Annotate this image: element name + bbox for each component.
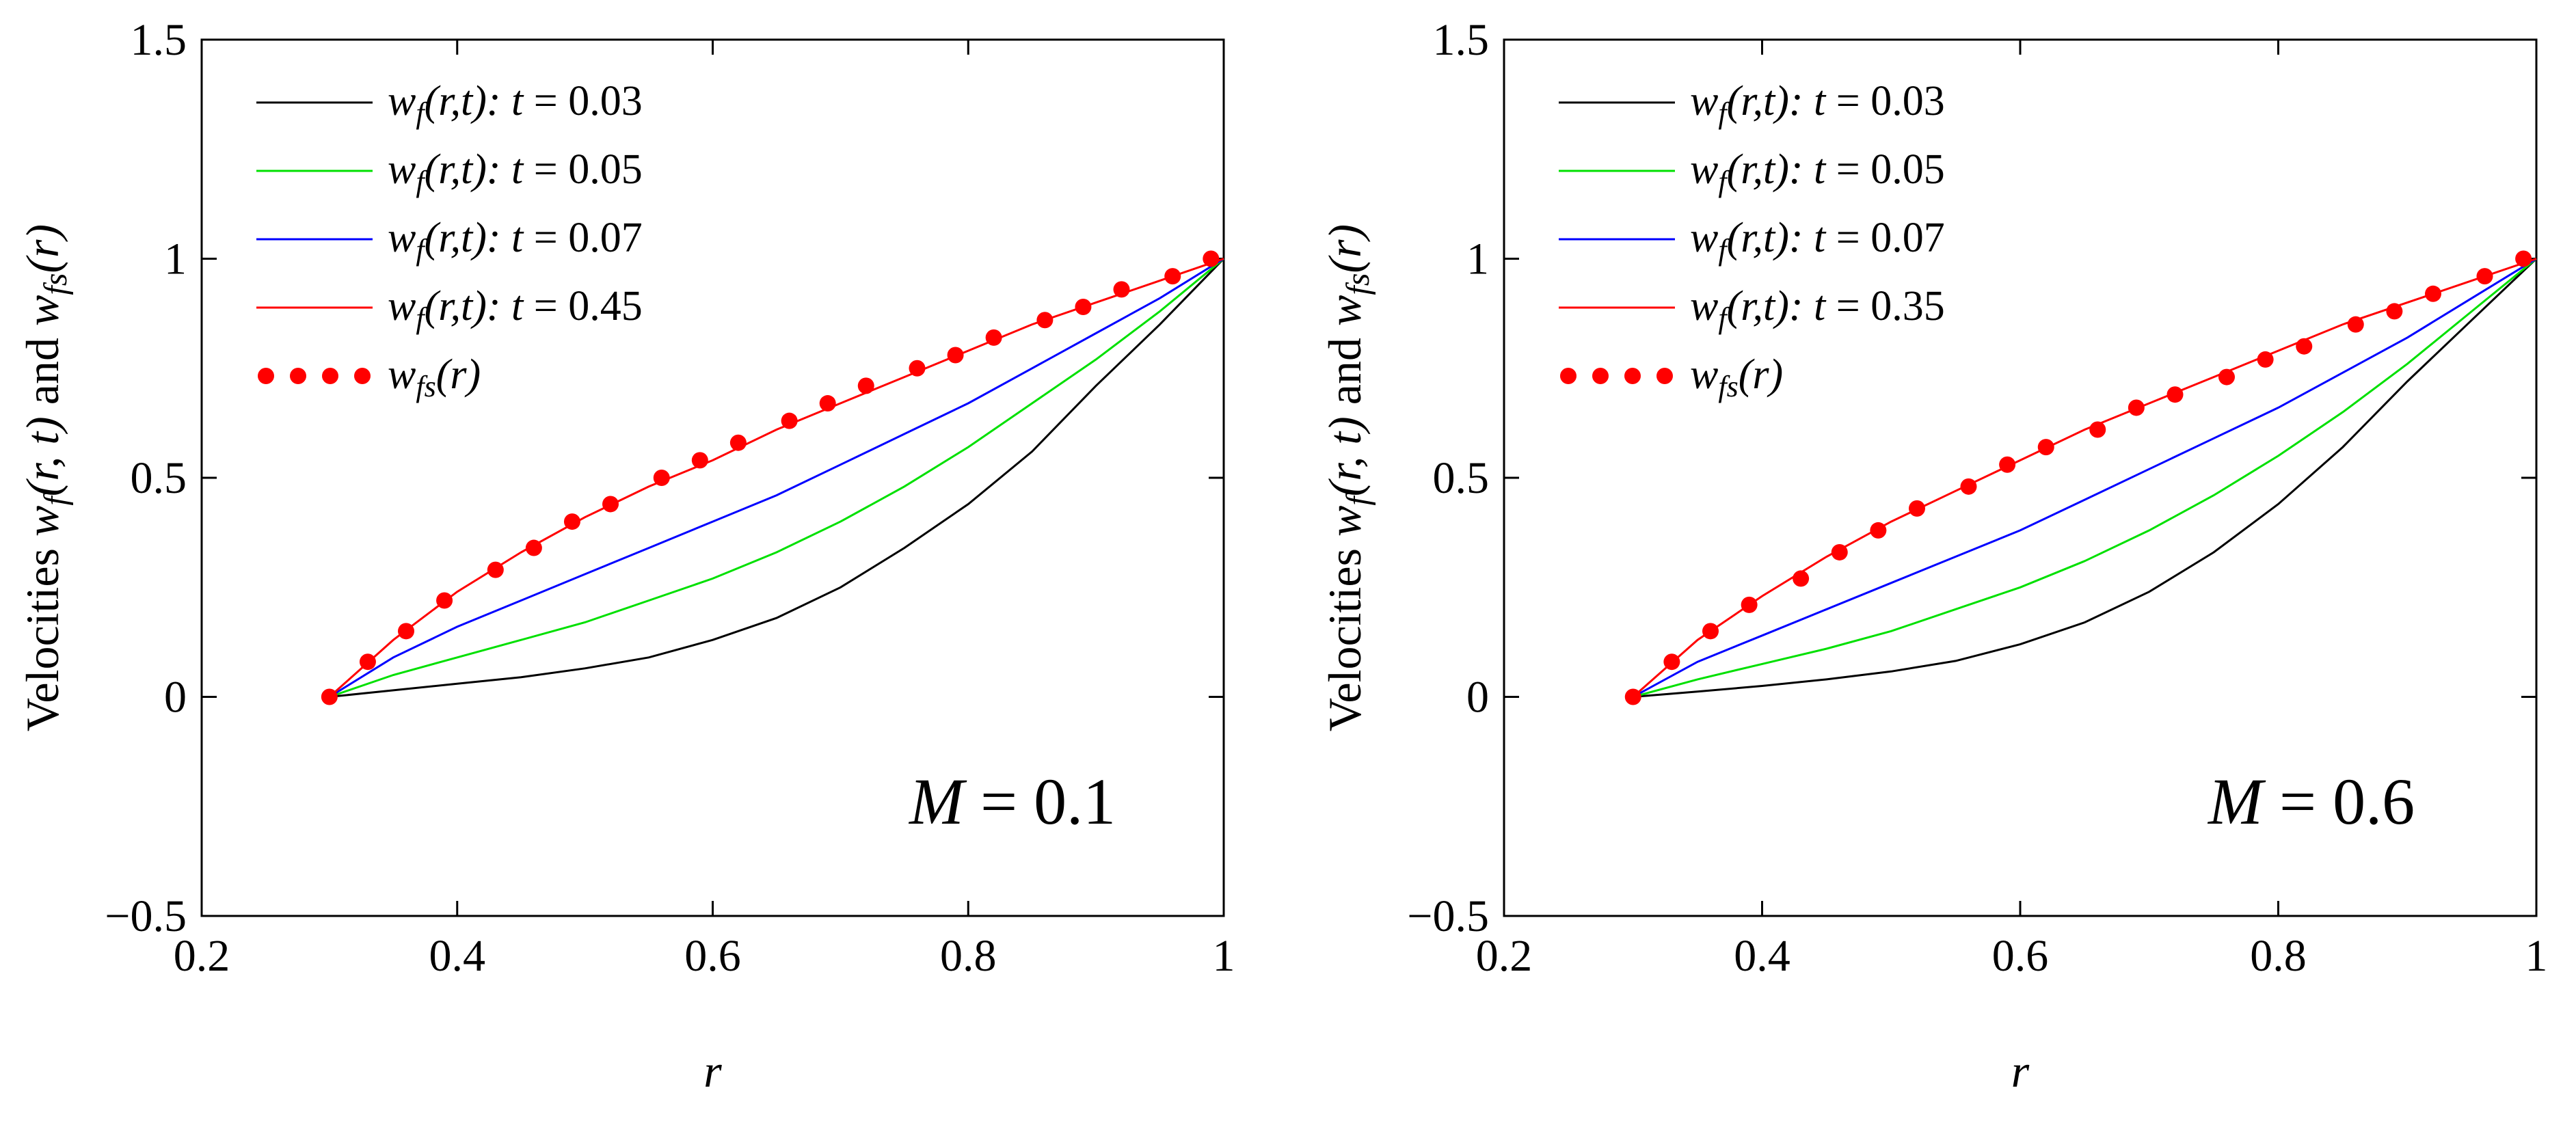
legend-entry-label: wfs(r) — [1690, 351, 1783, 403]
marker-point — [2347, 316, 2364, 333]
x-axis-title: r — [703, 1045, 722, 1097]
x-tick-label: 0.6 — [684, 931, 741, 981]
marker-point — [1075, 299, 1092, 316]
legend-swatch-marker — [354, 368, 371, 384]
series-line-1 — [329, 258, 1224, 698]
series-line-0 — [1633, 258, 2538, 698]
x-tick-label: 0.8 — [940, 931, 997, 981]
y-tick-label: 0.5 — [131, 453, 187, 503]
marker-point — [2257, 351, 2274, 368]
y-tick-label: 0 — [1466, 673, 1489, 722]
marker-point — [1036, 312, 1054, 329]
marker-point — [909, 360, 926, 377]
marker-point — [691, 452, 708, 469]
series-line-3 — [328, 258, 1224, 698]
series-line-1 — [1633, 258, 2537, 698]
x-tick-label: 0.2 — [174, 931, 230, 981]
y-tick-label: 1 — [1466, 234, 1489, 284]
marker-point — [2037, 439, 2054, 456]
series-line-2 — [329, 258, 1224, 698]
x-tick-label: 0.4 — [1734, 931, 1790, 981]
legend-swatch-marker — [290, 368, 306, 384]
marker-point — [985, 329, 1002, 346]
marker-point — [653, 470, 670, 486]
legend-swatch-marker — [1560, 368, 1577, 384]
marker-point — [2386, 303, 2403, 320]
x-tick-label: 1 — [1213, 931, 1235, 981]
marker-point — [563, 513, 580, 530]
legend-entry-label: wf(r,t): t = 0.07 — [1690, 215, 1945, 267]
marker-point — [436, 592, 453, 609]
marker-point — [2515, 250, 2532, 267]
x-axis-title: r — [2011, 1045, 2030, 1097]
x-tick-label: 0.4 — [429, 931, 486, 981]
legend-entry-label: wf(r,t): t = 0.07 — [388, 215, 643, 267]
marker-point — [525, 539, 542, 556]
chart-panel-right: 0.2 0.4 0.6 0.8 1 −0.5 0 0.5 1 1.5 r Velocities wf(… — [1319, 15, 2548, 1097]
marker-point — [857, 377, 874, 394]
marker-point — [2296, 338, 2313, 355]
marker-point — [781, 412, 798, 429]
y-tick-label: −0.5 — [105, 891, 187, 941]
y-tick-label: −0.5 — [1407, 891, 1489, 941]
parameter-annotation: M = 0.1 — [908, 765, 1116, 838]
marker-point — [1624, 688, 1641, 705]
marker-point — [1831, 543, 1848, 560]
marker-point — [2476, 268, 2493, 285]
legend-entry-label: wf(r,t): t = 0.03 — [388, 78, 643, 130]
marker-point — [1702, 623, 1719, 640]
legend-entry-label: wf(r,t): t = 0.35 — [1690, 283, 1945, 335]
y-axis-title: Velocities wf(r, t) and wfs(r) — [16, 224, 74, 731]
marker-point — [1909, 500, 1925, 517]
legend-swatch-marker — [258, 368, 274, 384]
legend-entry-label: wf(r,t): t = 0.45 — [388, 283, 643, 335]
y-tick-label: 1.5 — [1433, 15, 1490, 65]
y-tick-label: 1 — [164, 234, 187, 284]
marker-point — [819, 395, 836, 412]
series-line-0 — [329, 258, 1225, 698]
x-tick-label: 0.8 — [2250, 931, 2307, 981]
marker-point — [947, 347, 964, 364]
marker-point — [359, 653, 376, 671]
marker-point — [2166, 386, 2184, 403]
marker-point — [729, 434, 747, 451]
parameter-annotation: M = 0.6 — [2207, 765, 2415, 838]
legend-entry-label: wf(r,t): t = 0.05 — [388, 146, 643, 198]
legend-entry-label: wf(r,t): t = 0.05 — [1690, 146, 1945, 198]
marker-point — [2128, 399, 2145, 416]
marker-point — [1870, 522, 1887, 539]
marker-point — [1663, 653, 1680, 671]
y-tick-label: 0.5 — [1433, 453, 1490, 503]
legend-entry-label: wfs(r) — [388, 351, 481, 403]
marker-point — [1999, 456, 2016, 473]
x-tick-label: 1 — [2525, 931, 2548, 981]
marker-point — [1741, 596, 1758, 613]
y-tick-label: 1.5 — [131, 15, 187, 65]
marker-point — [1164, 268, 1181, 285]
chart-panel-left: 0.2 0.4 0.6 0.8 1 −0.5 0 0.5 1 1.5 r Velocities wf(… — [16, 15, 1235, 1097]
marker-point — [1113, 281, 1130, 298]
y-tick-label: 0 — [164, 673, 187, 722]
legend-swatch-marker — [1656, 368, 1673, 384]
marker-point — [2218, 368, 2235, 386]
marker-point — [2089, 421, 2106, 438]
y-axis-title: Velocities wf(r, t) and wfs(r) — [1319, 224, 1376, 731]
legend-swatch-marker — [322, 368, 338, 384]
legend-entry-label: wf(r,t): t = 0.03 — [1690, 78, 1945, 130]
series-line-2 — [1633, 258, 2537, 698]
marker-point — [487, 561, 504, 578]
legend-swatch-marker — [1592, 368, 1609, 384]
marker-point — [2425, 285, 2441, 302]
marker-point — [321, 688, 338, 705]
legend-swatch-marker — [1624, 368, 1641, 384]
marker-point — [602, 496, 619, 513]
marker-point — [1203, 250, 1220, 267]
marker-point — [1793, 570, 1810, 587]
x-tick-label: 0.6 — [1992, 931, 2049, 981]
marker-point — [1960, 478, 1977, 495]
marker-point — [398, 623, 414, 640]
series-line-3 — [1632, 258, 2537, 698]
x-tick-label: 0.2 — [1476, 931, 1533, 981]
